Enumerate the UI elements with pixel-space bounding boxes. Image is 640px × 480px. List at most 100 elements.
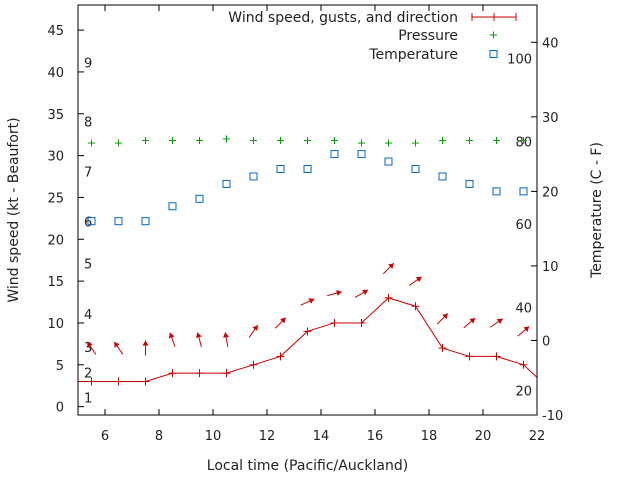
x-tick-label: 6 (101, 429, 109, 444)
fahrenheit-label: 40 (515, 302, 532, 317)
pressure-point (88, 139, 95, 147)
wind-direction-arrow (274, 317, 287, 329)
wind-direction-arrow (517, 326, 530, 337)
arrow-head (362, 289, 368, 296)
arrow-head (168, 332, 175, 339)
plot-frame (77, 4, 538, 416)
y-left-tick-label: 15 (47, 275, 64, 290)
wind-direction-arrow (490, 318, 503, 328)
temperature-point (276, 165, 285, 173)
wind-speed-point (276, 352, 285, 361)
wind-speed-point (384, 293, 393, 302)
pressure-point (115, 139, 122, 147)
temperature-point (114, 217, 123, 226)
pressure-point (169, 137, 176, 145)
wind-direction-arrow (300, 298, 315, 306)
wind-direction-arrow (354, 289, 369, 298)
beaufort-label: 4 (84, 308, 92, 323)
legend-wind-key (471, 13, 517, 21)
pressure-point (277, 137, 284, 145)
wind-direction-arrow (86, 341, 97, 355)
pressure-point (142, 137, 149, 145)
pressure-point (196, 137, 203, 145)
x-tick-label: 12 (259, 429, 276, 444)
arrow-head (195, 332, 202, 339)
temperature-point (465, 179, 474, 188)
beaufort-label: 7 (84, 166, 92, 181)
arrow-head (442, 313, 448, 320)
arrow-head (496, 318, 503, 324)
temperature-point (168, 202, 177, 211)
beaufort-label: 2 (84, 366, 92, 381)
arrow-head (469, 318, 476, 324)
beaufort-label: 8 (84, 115, 92, 130)
wind-speed-point (357, 318, 366, 327)
wind-direction-arrow (195, 332, 202, 348)
y-left-tick-label: 35 (47, 108, 64, 123)
wind-speed-point (303, 327, 312, 336)
arrow-head (415, 276, 422, 283)
pressure-point (412, 139, 419, 147)
wind-direction-arrow (223, 332, 230, 348)
x-tick-label: 8 (155, 429, 163, 444)
wind-direction-arrow (463, 317, 476, 329)
arrow-head (336, 290, 342, 296)
temperature-point (195, 194, 204, 203)
pressure-point (493, 137, 500, 145)
arrow-head (252, 325, 258, 331)
x-axis-label: Local time (Pacific/Auckland) (207, 458, 408, 474)
wind-direction-arrow (327, 290, 342, 297)
y-right-tick-label: -10 (542, 409, 563, 424)
wind-direction-arrow (142, 340, 149, 356)
fahrenheit-label: 100 (507, 53, 532, 68)
arrow-head (308, 298, 315, 304)
y-left-tick-label: 45 (47, 24, 64, 39)
pressure-point (223, 135, 230, 143)
y-left-tick-label: 5 (56, 359, 64, 374)
arrow-head (87, 341, 93, 348)
wind-speed-point (222, 369, 231, 378)
temperature-point (384, 157, 393, 166)
legend-wind-label: Wind speed, gusts, and direction (228, 10, 458, 26)
y-left-tick-label: 0 (56, 401, 64, 416)
beaufort-label: 3 (84, 341, 92, 356)
wind-speed-point (195, 369, 204, 378)
arrow-head (142, 340, 149, 346)
wind-speed-point (438, 344, 447, 353)
pressure-point (385, 139, 392, 147)
wind-speed-point (330, 318, 339, 327)
wind-direction-arrow (113, 341, 124, 355)
fahrenheit-label: 20 (515, 384, 532, 399)
x-tick-label: 14 (313, 429, 330, 444)
pressure-point (304, 137, 311, 145)
y-right-tick-label: 20 (542, 185, 559, 200)
x-tick-label: 20 (475, 429, 492, 444)
y-right-tick-label: 30 (542, 111, 559, 126)
wind-speed-line (78, 297, 538, 383)
temperature-point (87, 217, 96, 226)
pressure-point (439, 137, 446, 145)
y-left-tick-label: 30 (47, 150, 64, 165)
y-right-tick-label: 0 (542, 334, 550, 349)
wind-speed-point (141, 377, 150, 386)
beaufort-label: 1 (84, 391, 92, 406)
axis-ticks: 6 8 10 12 14 16 18 20 22051015202530354045-10010… (47, 5, 563, 444)
legend-temperature-key (489, 50, 498, 58)
temperature-point (330, 150, 339, 159)
arrow-head (523, 326, 530, 333)
wind-speed-point (519, 360, 528, 369)
x-tick-label: 10 (205, 429, 222, 444)
wind-speed-point (249, 360, 258, 369)
fahrenheit-label: 60 (515, 218, 532, 233)
y-left-tick-label: 10 (47, 317, 64, 332)
legend-keys (471, 13, 517, 58)
legend: Wind speed, gusts, and direction Pressur… (228, 10, 517, 63)
arrow-head (223, 332, 230, 338)
legend-pressure-label: Pressure (398, 28, 458, 44)
temperature-point (411, 165, 420, 173)
beaufort-label: 5 (84, 258, 92, 273)
temperature-point (357, 150, 366, 159)
temperature-point (519, 187, 528, 196)
